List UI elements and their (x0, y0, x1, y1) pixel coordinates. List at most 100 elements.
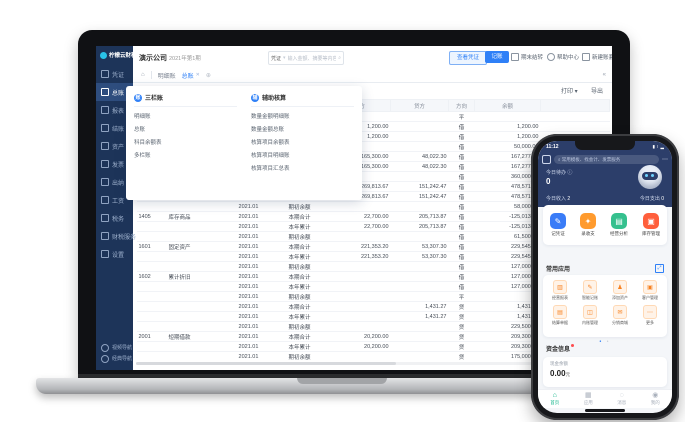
close-tab-icon[interactable]: ✕ (195, 72, 200, 78)
popup-menu-item[interactable]: 数量金额总账 (251, 127, 285, 133)
more-icon[interactable]: ⋯ (662, 157, 668, 163)
scan-icon[interactable] (542, 155, 551, 164)
sidebar-item-ledger[interactable]: 总账 (96, 83, 133, 101)
popup-menu-item[interactable]: 核算项目汇总表 (251, 166, 290, 172)
tab-detail-ledger[interactable]: 明细账 (157, 73, 176, 80)
app-item-更多[interactable]: ⋯ 更多 (635, 305, 665, 326)
phone-tab-应用[interactable]: ▦ 应用 (583, 392, 593, 405)
new-set-icon (582, 53, 590, 61)
app-icon: ▣ (643, 280, 657, 294)
app-item-结算单据[interactable]: ▤ 结算单据 (545, 305, 575, 326)
app-item-客户管理[interactable]: ▣ 客户管理 (635, 280, 665, 301)
sidebar-item-tax[interactable]: 税务 (96, 209, 133, 227)
popup-menu-item[interactable]: 数量金额明细账 (251, 114, 290, 120)
scrollbar-thumb[interactable] (136, 362, 396, 365)
add-tab-icon[interactable]: ⊕ (205, 72, 211, 79)
tab-general-ledger[interactable]: 总账 ✕ (181, 72, 200, 80)
phone-tab-首页[interactable]: ⌂ 首页 (550, 392, 560, 405)
chevron-down-icon: ▾ (283, 55, 286, 61)
divider (150, 71, 152, 79)
auxiliary-icon: 辅 (251, 93, 259, 102)
topbar: 演示公司 2021年第1期 凭证 ▾ 输入金额、摘要等内容搜索 ⌕ 查看凭证 记… (133, 46, 612, 68)
tab-icon: ⌂ (552, 392, 557, 399)
sidebar-item-settings[interactable]: 设置 (96, 245, 133, 263)
status-icons: ▮⏽▂ (652, 144, 665, 149)
quick-action-icon: ▤ (611, 213, 627, 229)
robot-mascot (638, 165, 662, 189)
sidebar-item-asset[interactable]: 资产 (96, 137, 133, 155)
new-account-set-link[interactable]: 新建账套 (582, 51, 612, 63)
sidebar: 柠檬云财税 凭证 总账 报表 结账 资产 发票 出纳 工资 税务 财税服务 设置 视频导航 经典导航 (96, 46, 137, 370)
sidebar-item-invoice[interactable]: 发票 (96, 155, 133, 173)
todo-label: 今日待办 ⓘ (546, 170, 573, 176)
ledger-menu-popup: 账 三栏账 明细账 总账 科目余额表 多栏账 辅 辅助核算 数量金额明细账 数量金额总账… (126, 86, 362, 200)
period-end-closing-link[interactable]: 期末结转 (511, 51, 543, 63)
column-header: 余额 (474, 99, 541, 112)
sidebar-item-service[interactable]: 财税服务 (96, 227, 136, 245)
settings-icon (101, 250, 109, 258)
quick-action-库存管理[interactable]: ▣ 库存管理 (642, 213, 660, 237)
laptop-base (36, 378, 648, 394)
app-logo-text: 柠檬云财税 (109, 53, 137, 59)
sidebar-item-closing[interactable]: 结账 (96, 119, 133, 137)
company-title: 演示公司 2021年第1期 (139, 53, 201, 63)
view-voucher-button[interactable]: 查看凭证 (449, 51, 487, 65)
home-indicator (585, 409, 625, 412)
popup-menu-item[interactable]: 核算项目明细账 (251, 153, 290, 159)
popup-menu-item[interactable]: 总账 (134, 127, 146, 133)
popup-menu-item[interactable]: 核算项目余额表 (251, 140, 290, 146)
popup-menu-item[interactable]: 多栏账 (134, 153, 151, 159)
asset-icon (101, 142, 109, 150)
home-icon[interactable]: ⌂ (141, 72, 145, 78)
quick-actions-card: ✎ 记凭证 ✦ 录收支 ▤ 经营分析 ▣ 库存管理 (543, 205, 667, 245)
salary-icon (101, 196, 109, 204)
phone-tab-bar: ⌂ 首页 ▦ 应用 ◌ 消息 ◉ 我的 (538, 389, 672, 408)
info-icon[interactable]: ⓘ (567, 170, 573, 176)
popup-menu-item[interactable]: 明细账 (134, 114, 151, 120)
app-item-智能记账[interactable]: ✎ 智能记账 (575, 280, 605, 301)
tab-icon: ◉ (652, 392, 659, 399)
quick-action-经营分析[interactable]: ▤ 经营分析 (610, 213, 628, 237)
app-item-内账管理[interactable]: ◫ 内账管理 (575, 305, 605, 326)
phone-tab-我的[interactable]: ◉ 我的 (650, 392, 660, 405)
funds-card: 现金余额 0.00元 (543, 357, 667, 387)
quick-action-icon: ✎ (550, 213, 566, 229)
sidebar-bottom-item[interactable]: 经典导航 (96, 353, 133, 364)
sidebar-item-report[interactable]: 报表 (96, 101, 133, 119)
column-header: 方向 (448, 99, 475, 112)
sidebar-item-cashier[interactable]: 出纳 (96, 173, 133, 191)
phone-tab-消息[interactable]: ◌ 消息 (617, 392, 627, 405)
phone-status-bar: 11:12 ▮⏽▂ (538, 143, 672, 152)
mascot-visor (642, 172, 658, 180)
search-type-select[interactable]: 凭证 (271, 55, 282, 62)
ledger-icon (101, 88, 109, 96)
popup-col1-header: 账 三栏账 (134, 93, 237, 107)
laptop-screen: 柠檬云财税 凭证 总账 报表 结账 资产 发票 出纳 工资 税务 财税服务 设置 视频导航 经典导航 … (96, 46, 612, 370)
sidebar-item-voucher[interactable]: 凭证 (96, 65, 133, 83)
sidebar-bottom-item[interactable]: 视频导航 (96, 342, 133, 353)
popup-column-ledgers: 账 三栏账 明细账总账科目余额表多栏账 (134, 93, 237, 193)
quick-action-记凭证[interactable]: ✎ 记凭证 (550, 213, 566, 237)
expand-apps-icon[interactable]: ⤢ (655, 264, 664, 273)
app-logo: 柠檬云财税 (96, 46, 137, 65)
collapse-tabs-icon[interactable]: « (602, 72, 606, 78)
stat-expense: 今日支出 0 (639, 196, 664, 202)
nav-switch-icon (101, 354, 109, 363)
export-button[interactable]: 导出 (591, 89, 604, 95)
app-item-分销商城[interactable]: ✉ 分销商城 (605, 305, 635, 326)
help-center-link[interactable]: 帮助中心 (547, 51, 579, 63)
app-item-添加资产[interactable]: ♟ 添加资产 (605, 280, 635, 301)
phone-search-input[interactable]: ⌕ 常用模板、找会计、发票服务 (554, 155, 659, 164)
tax-icon (101, 214, 109, 222)
popup-menu-item[interactable]: 科目余额表 (134, 140, 162, 146)
sidebar-item-salary[interactable]: 工资 (96, 191, 133, 209)
search-placeholder: 输入金额、摘要等内容搜索 (287, 55, 337, 62)
app-item-经营报表[interactable]: ▥ 经营报表 (545, 280, 575, 301)
status-time: 11:12 (546, 144, 559, 150)
quick-action-录收支[interactable]: ✦ 录收支 (580, 213, 596, 237)
tab-icon: ◌ (619, 392, 624, 399)
bookkeeping-button[interactable]: 记账 (485, 51, 509, 63)
apps-section-title: 常用应用 (546, 267, 571, 273)
voucher-search[interactable]: 凭证 ▾ 输入金额、摘要等内容搜索 ⌕ (268, 51, 344, 65)
print-button[interactable]: 打印 ▾ (561, 89, 578, 95)
